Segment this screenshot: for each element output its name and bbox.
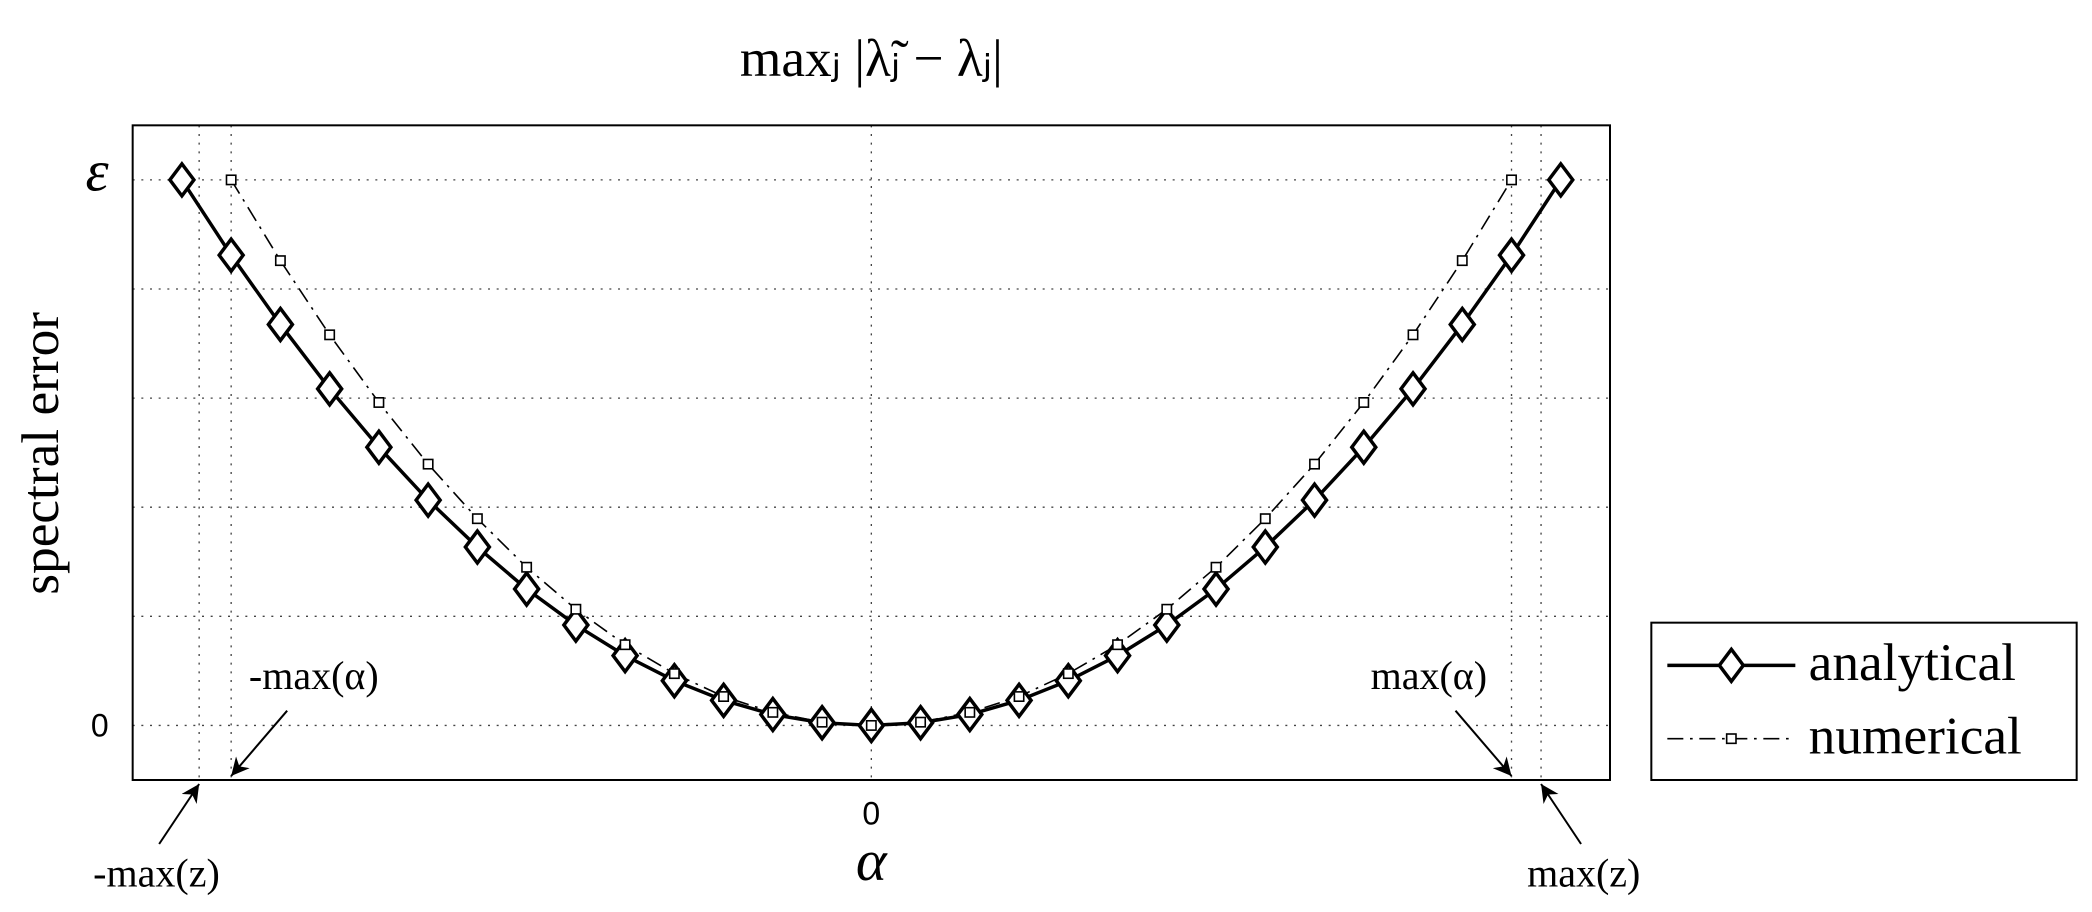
marker-square (324, 329, 336, 341)
y-tick-label: 0 (91, 708, 109, 744)
marker-diamond (1251, 528, 1280, 566)
marker-diamond (512, 570, 541, 608)
marker-square (1407, 329, 1419, 341)
marker-square (816, 716, 828, 728)
marker-square (865, 719, 877, 731)
marker-square (422, 458, 434, 470)
marker-diamond (364, 428, 394, 467)
marker-square (668, 668, 680, 680)
marker-diamond (610, 636, 640, 675)
annotation-arrow (1454, 710, 1513, 777)
marker-diamond (1152, 606, 1181, 644)
marker-diamond (1054, 661, 1083, 700)
marker-square (915, 716, 927, 728)
annotation-arrow (230, 710, 288, 777)
marker-square (1358, 397, 1370, 408)
marker-diamond (167, 161, 197, 199)
y-axis-label: spectral error (10, 312, 70, 595)
marker-square (1013, 691, 1025, 702)
marker-square (1210, 561, 1222, 573)
y-tick-label: ε (86, 139, 110, 204)
marker-square (1161, 603, 1173, 615)
annotation-arrow (158, 783, 200, 845)
marker-square (1506, 174, 1517, 186)
annotation-arrow (1540, 783, 1582, 845)
marker-diamond (1201, 570, 1231, 608)
plot-frame (131, 124, 1611, 781)
x-axis-label: α (856, 828, 888, 893)
annotation-label: -max(α) (249, 653, 379, 698)
marker-square (373, 397, 385, 408)
marker-square (570, 603, 582, 615)
annotation-label: max(z) (1527, 851, 1640, 896)
marker-square (1456, 255, 1468, 267)
marker-diamond (660, 661, 689, 700)
marker-square (1259, 513, 1271, 525)
marker-diamond (413, 481, 443, 520)
annotation-label: max(α) (1371, 653, 1487, 698)
marker-diamond (1300, 481, 1329, 520)
marker-diamond (1448, 305, 1477, 344)
marker-square (718, 691, 730, 702)
marker-square (767, 706, 779, 718)
marker-square (471, 513, 483, 525)
marker-diamond (1398, 369, 1428, 408)
marker-square (619, 639, 631, 651)
marker-diamond (561, 606, 591, 644)
legend-box (1650, 621, 2078, 781)
marker-square (225, 174, 237, 186)
marker-diamond (1497, 236, 1526, 275)
marker-square (274, 255, 286, 267)
marker-diamond (315, 369, 344, 408)
marker-square (521, 561, 533, 573)
marker-diamond (1717, 646, 1746, 685)
legend-label: numerical (1809, 706, 2022, 766)
marker-diamond (463, 528, 492, 566)
marker-diamond (1349, 428, 1378, 467)
series-line (230, 179, 1513, 727)
chart-title: maxⱼ |λ̃ⱼ − λⱼ| (740, 28, 1003, 88)
marker-diamond (1546, 161, 1575, 199)
x-tick-label: 0 (862, 795, 880, 831)
annotation-label: -max(z) (93, 851, 220, 896)
marker-square (1725, 733, 1737, 745)
marker-square (964, 706, 976, 718)
marker-diamond (216, 236, 246, 275)
marker-diamond (1103, 636, 1132, 675)
marker-diamond (266, 305, 295, 344)
legend-label: analytical (1809, 632, 2016, 692)
marker-square (1112, 639, 1124, 651)
marker-square (1309, 458, 1321, 470)
marker-square (1062, 668, 1074, 680)
